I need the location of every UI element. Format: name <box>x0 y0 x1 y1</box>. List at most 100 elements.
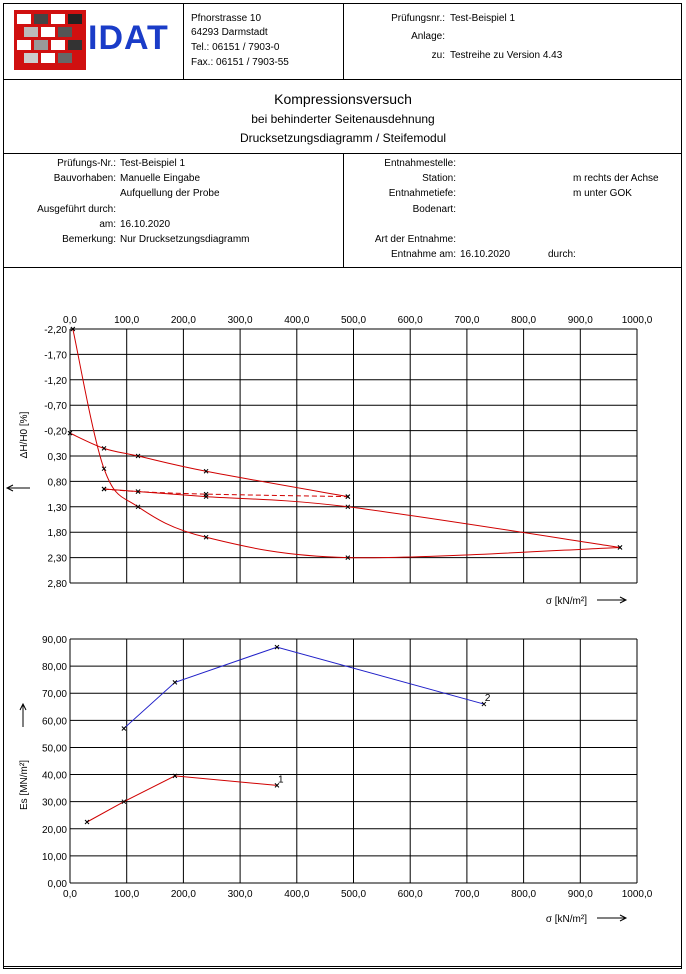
series-line <box>86 775 278 823</box>
zu-label: zu: <box>431 50 445 61</box>
data-point-marker <box>274 783 280 788</box>
page-subtitle-1: bei behinderter Seitenausdehnung <box>251 112 435 126</box>
series-line <box>123 646 485 729</box>
y-tick-label: 2,80 <box>48 579 68 590</box>
info-label-am: am: <box>99 219 116 230</box>
x-tick-label: 400,0 <box>284 315 309 326</box>
info-label-bauvorhaben: Bauvorhaben: <box>53 173 116 184</box>
y-tick-label: 30,00 <box>42 798 67 809</box>
series-line <box>103 488 621 548</box>
y-tick-label: 50,00 <box>42 743 67 754</box>
data-point-marker <box>135 504 141 510</box>
x-axis-label: σ [kN/m²] <box>546 596 587 607</box>
x-tick-label: 800,0 <box>511 889 536 900</box>
series-line <box>103 488 348 498</box>
y-tick-label: 0,80 <box>48 477 68 488</box>
info-value-entnahme-am: 16.10.2020 <box>460 249 511 260</box>
y-tick-label: -1,20 <box>44 376 67 387</box>
y-axis-arrow-head <box>19 702 27 711</box>
data-point-marker <box>203 491 209 497</box>
series-label: 2 <box>485 693 491 704</box>
data-point-marker <box>345 494 351 499</box>
x-tick-label: 700,0 <box>454 315 479 326</box>
divider <box>3 79 682 80</box>
info-label-art-entnahme: Art der Entnahme: <box>374 234 456 245</box>
y-tick-label: 1,30 <box>48 503 68 514</box>
data-point-marker <box>101 466 107 472</box>
y-tick-label: -0,70 <box>44 401 67 412</box>
logo-blocks <box>14 10 86 70</box>
divider <box>343 153 344 267</box>
pruefnr-value: Test-Beispiel 1 <box>450 13 516 24</box>
x-tick-label: 600,0 <box>398 889 423 900</box>
page-frame <box>3 3 682 969</box>
data-point-marker <box>121 726 127 731</box>
y-tick-label: 0,00 <box>48 879 68 890</box>
info-value-station-unit: m rechts der Achse <box>573 173 659 184</box>
series-line <box>69 432 348 498</box>
divider <box>3 153 682 154</box>
info-value-bauvorhaben-2: Aufquellung der Probe <box>120 188 220 199</box>
x-axis-arrow-head <box>619 596 628 604</box>
info-label-pruefnr: Prüfungs-Nr.: <box>57 158 116 169</box>
info-label-durch: durch: <box>548 249 576 260</box>
stiffness-chart: 0,0 100,0 200,0 300,0 400,0 500,0 600,0 700,0 80… <box>19 635 653 925</box>
x-tick-label: 600,0 <box>398 315 423 326</box>
data-point-marker <box>172 680 178 685</box>
x-tick-label: 0,0 <box>63 889 77 900</box>
data-point-marker <box>203 534 209 540</box>
y-tick-label: 0,30 <box>48 452 68 463</box>
x-tick-label: 900,0 <box>568 889 593 900</box>
data-point-marker <box>345 555 351 560</box>
info-label-bodenart: Bodenart: <box>412 204 456 215</box>
data-point-marker <box>345 504 351 510</box>
data-point-marker <box>617 545 623 550</box>
divider <box>183 3 184 79</box>
data-point-marker <box>172 773 178 779</box>
x-tick-label: 100,0 <box>114 889 139 900</box>
x-tick-label: 200,0 <box>171 315 196 326</box>
y-tick-label: 60,00 <box>42 716 67 727</box>
y-tick-label: 90,00 <box>42 635 67 646</box>
data-point-marker <box>274 644 280 650</box>
data-point-marker <box>121 799 127 805</box>
x-tick-label: 300,0 <box>228 315 253 326</box>
series-line <box>72 328 621 559</box>
x-tick-label: 300,0 <box>228 889 253 900</box>
data-point-marker <box>203 468 209 474</box>
y-tick-label: 1,80 <box>48 528 68 539</box>
data-point-marker <box>101 486 107 492</box>
x-tick-label: 800,0 <box>511 315 536 326</box>
x-tick-label: 1000,0 <box>622 315 653 326</box>
y-axis-label: Es [MN/m²] <box>19 760 30 810</box>
address-phone: Tel.: 06151 / 7903-0 <box>191 42 280 53</box>
zu-value: Testreihe zu Version 4.43 <box>450 50 563 61</box>
info-value-am: 16.10.2020 <box>120 219 171 230</box>
page-title: Kompressionsversuch <box>274 91 412 107</box>
x-axis-label: σ [kN/m²] <box>546 914 587 925</box>
info-value-tiefe-unit: m unter GOK <box>573 188 632 199</box>
x-tick-label: 900,0 <box>568 315 593 326</box>
data-point-marker <box>481 701 487 707</box>
y-axis-arrow-head <box>5 484 14 492</box>
x-tick-label: 400,0 <box>284 889 309 900</box>
y-axis-label: ΔH/H0 [%] <box>19 411 30 458</box>
x-tick-label: 100,0 <box>114 315 139 326</box>
data-point-marker <box>135 489 141 494</box>
y-tick-label: 2,30 <box>48 554 68 565</box>
address-line-1: Pfnorstrasse 10 <box>191 13 262 24</box>
y-tick-label: 40,00 <box>42 771 67 782</box>
data-point-marker <box>67 430 73 436</box>
y-tick-label: 70,00 <box>42 689 67 700</box>
data-point-marker <box>135 453 141 459</box>
series-label: 1 <box>278 774 284 785</box>
x-axis-arrow-head <box>619 914 628 922</box>
y-tick-label: 10,00 <box>42 852 67 863</box>
x-tick-label: 500,0 <box>341 315 366 326</box>
divider <box>3 267 682 268</box>
info-label-entnahmestelle: Entnahmestelle: <box>384 158 456 169</box>
info-label-entnahmetiefe: Entnahmetiefe: <box>388 188 456 199</box>
anlage-label: Anlage: <box>411 31 445 42</box>
address-fax: Fax.: 06151 / 7903-55 <box>191 57 289 68</box>
info-label-entnahme-am: Entnahme am: <box>390 249 456 260</box>
